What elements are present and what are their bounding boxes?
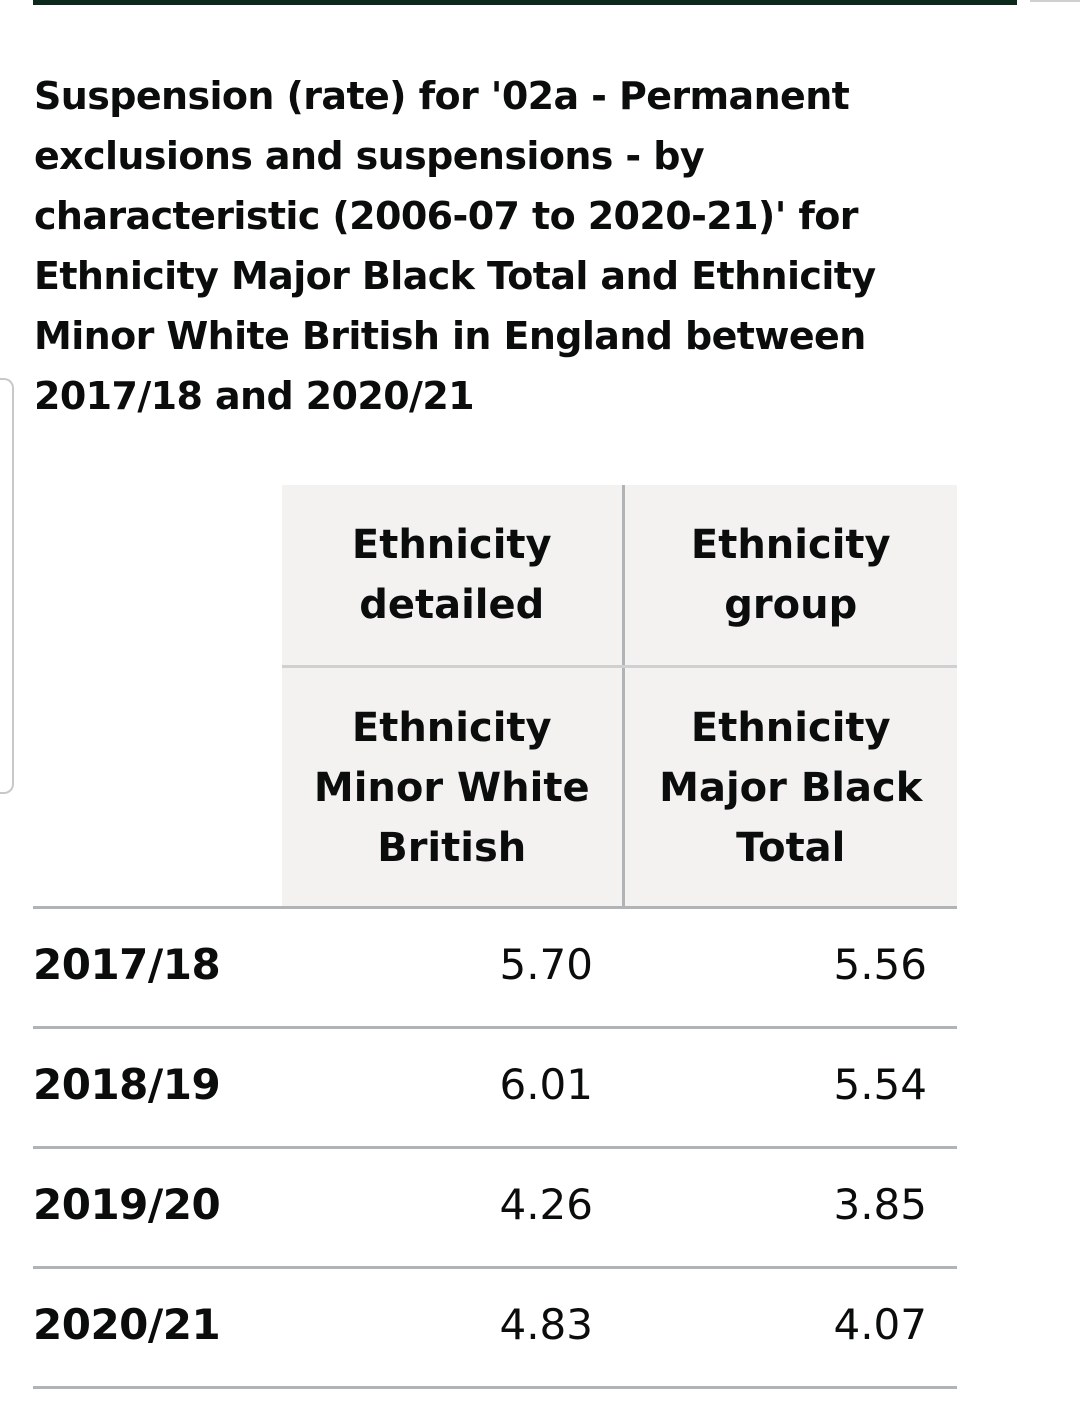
header-corner-2 (33, 666, 282, 909)
header-ethnicity-group: Ethnicity group (623, 485, 957, 668)
table-row: 2017/18 5.70 5.56 (33, 907, 957, 1029)
row-label: 2019/20 (33, 1147, 282, 1269)
cell-value: 5.54 (623, 1027, 957, 1149)
header-minor-white-british: Ethnicity Minor White British (282, 666, 625, 909)
top-border (33, 0, 1017, 5)
cell-value: 6.01 (282, 1027, 623, 1149)
row-label: 2020/21 (33, 1267, 282, 1389)
cell-value: 5.56 (623, 907, 957, 1029)
table-row: 2018/19 6.01 5.54 (33, 1027, 957, 1149)
cell-value: 5.70 (282, 907, 623, 1029)
scroll-handle[interactable] (0, 378, 14, 794)
table-row: 2020/21 4.83 4.07 (33, 1267, 957, 1389)
cell-value: 4.26 (282, 1147, 623, 1269)
header-corner (33, 485, 282, 667)
cell-value: 3.85 (623, 1147, 957, 1269)
top-border-edge (1030, 0, 1080, 7)
table-caption: Suspension (rate) for '02a - Permanent e… (34, 74, 876, 418)
cell-value: 4.07 (623, 1267, 957, 1389)
header-ethnicity-detailed: Ethnicity detailed (282, 485, 625, 668)
table-row: 2019/20 4.26 3.85 (33, 1147, 957, 1269)
row-label: 2017/18 (33, 907, 282, 1029)
header-major-black-total: Ethnicity Major Black Total (623, 666, 957, 909)
cell-value: 4.83 (282, 1267, 623, 1389)
header-row-group: Ethnicity detailed Ethnicity group (33, 485, 957, 668)
row-label: 2018/19 (33, 1027, 282, 1149)
data-table: Ethnicity detailed Ethnicity group Ethni… (33, 485, 957, 1389)
header-row-series: Ethnicity Minor White British Ethnicity … (33, 666, 957, 909)
